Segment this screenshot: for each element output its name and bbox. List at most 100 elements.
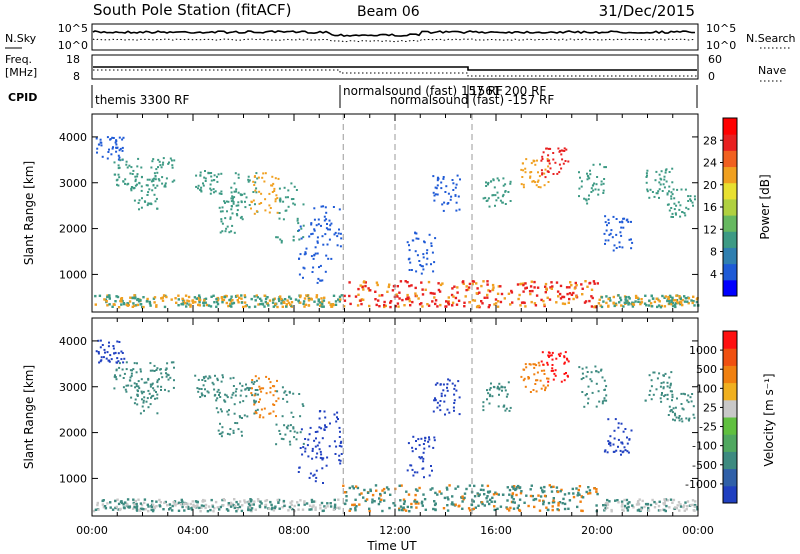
echo-pixel [269,391,272,394]
echo-pixel [472,280,476,283]
echo-pixel [225,508,229,511]
echo-pixel [128,300,132,303]
echo-pixel [181,500,184,503]
echo-pixel [226,396,229,399]
nsky-series-line [92,30,696,38]
echo-pixel [187,295,191,299]
echo-pixel [117,352,120,355]
echo-pixel [422,268,425,271]
echo-pixel [590,295,593,298]
echo-pixel [603,397,606,400]
echo-pixel [669,390,672,393]
echo-pixel [237,428,240,431]
echo-pixel [211,505,215,508]
echo-pixel [664,171,667,174]
echo-pixel [213,388,216,391]
echo-pixel [267,304,270,307]
echo-pixel [607,222,610,225]
echo-pixel [189,303,192,307]
echo-pixel [396,285,399,288]
echo-pixel [575,295,578,298]
echo-pixel [325,218,328,221]
echo-pixel [603,379,606,382]
echo-pixel [605,399,608,402]
echo-pixel [165,375,168,378]
colorbar-swatch [723,118,737,135]
echo-pixel [258,505,262,509]
echo-pixel [260,387,263,390]
echo-pixel [338,208,341,211]
echo-pixel [273,385,276,388]
echo-pixel [234,394,237,397]
echo-pixel [146,297,149,301]
echo-pixel [302,224,305,227]
echo-pixel [161,376,164,379]
echo-pixel [235,388,238,390]
echo-pixel [491,496,494,499]
echo-pixel [119,159,122,162]
echo-pixel [209,376,212,379]
echo-pixel [560,149,563,152]
echo-pixel [200,504,204,507]
echo-pixel [234,422,237,424]
echo-pixel [675,302,678,305]
echo-pixel [230,295,233,298]
echo-pixel [115,150,118,153]
echo-pixel [626,509,630,512]
echo-pixel [402,502,406,505]
echo-pixel [423,498,427,501]
colorbar-swatch [723,166,737,184]
echo-pixel [680,403,683,405]
echo-pixel [180,498,183,502]
echo-pixel [689,503,693,507]
echo-pixel [655,170,658,173]
echo-pixel [325,254,328,257]
echo-pixel [516,506,519,510]
echo-pixel [579,500,582,503]
echo-pixel [155,500,158,503]
echo-pixel [612,450,615,453]
echo-pixel [666,192,669,195]
echo-pixel [165,177,168,180]
echo-pixel [653,371,656,374]
echo-pixel [465,285,468,288]
colorbar-tick-label: 100 [696,382,717,395]
echo-pixel [595,382,598,385]
echo-pixel [672,299,676,302]
echo-pixel [670,409,673,411]
echo-pixel [421,265,424,268]
echo-pixel [193,296,197,299]
echo-pixel [338,454,341,457]
echo-pixel [239,216,242,219]
echo-pixel [149,403,152,406]
echo-pixel [682,506,685,509]
echo-pixel [260,408,263,411]
echo-pixel [333,233,336,236]
echo-pixel [417,297,420,300]
echo-pixel [443,400,446,403]
echo-pixel [260,192,263,195]
echo-pixel [608,500,611,503]
echo-pixel [551,364,554,366]
echo-pixel [153,370,156,372]
echo-pixel [488,388,491,391]
echo-pixel [304,447,307,450]
echo-pixel [381,489,384,492]
echo-pixel [508,493,511,496]
echo-pixel [452,182,455,185]
echo-pixel [293,185,296,188]
echo-pixel [363,488,366,492]
echo-pixel [421,288,424,291]
echo-pixel [99,346,102,349]
echo-pixel [149,385,152,388]
echo-pixel [268,507,271,510]
echo-pixel [278,187,281,190]
echo-pixel [96,151,98,154]
echo-pixel [653,506,657,509]
echo-pixel [462,498,465,501]
echo-pixel [334,231,337,234]
echo-pixel [223,295,227,299]
echo-pixel [686,500,690,503]
echo-pixel [489,498,492,501]
